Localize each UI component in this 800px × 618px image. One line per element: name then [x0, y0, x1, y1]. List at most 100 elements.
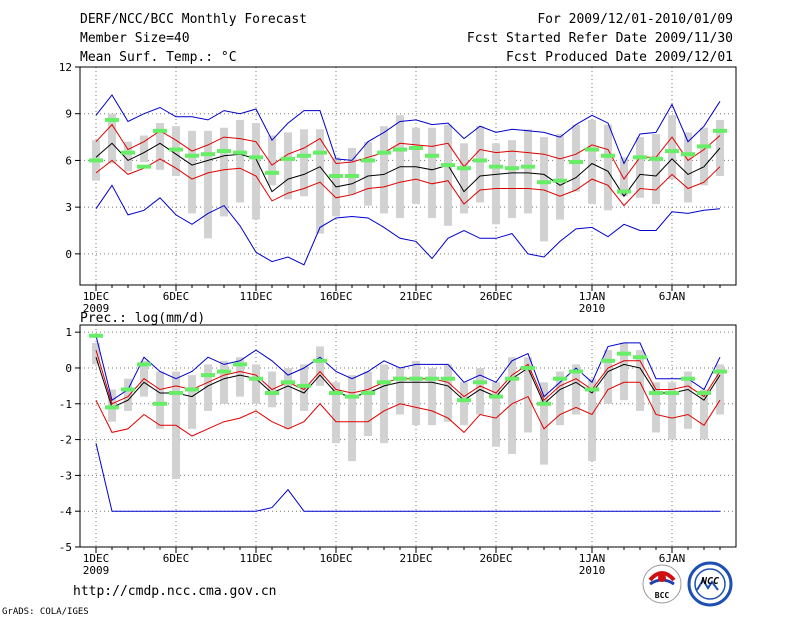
temp-observed-marker	[553, 178, 567, 183]
prec-observed-marker	[553, 376, 567, 381]
temp-box	[476, 126, 484, 203]
temp-observed-marker	[249, 155, 263, 160]
prec-xtick-label: 1JAN	[579, 552, 606, 565]
temp-observed-marker	[169, 147, 183, 152]
temp-observed-marker	[569, 159, 583, 164]
prec-box	[348, 375, 356, 462]
prec-observed-marker	[457, 398, 471, 403]
temp-observed-marker	[217, 149, 231, 154]
prec-observed-marker	[505, 376, 519, 381]
prec-box	[588, 378, 596, 462]
variable-label: Mean Surf. Temp.: °C	[80, 50, 237, 65]
prec-ytick-label: 0	[65, 362, 72, 375]
website-url[interactable]: http://cmdp.ncc.cma.gov.cn	[73, 584, 277, 599]
temp-lower-line	[95, 158, 721, 207]
temp-xtick-label: 6DEC	[163, 290, 190, 303]
prec-observed-marker	[681, 376, 695, 381]
prec-observed-marker	[441, 376, 455, 381]
temp-box	[508, 140, 516, 219]
prec-observed-marker	[713, 369, 727, 374]
temp-observed-marker	[649, 156, 663, 161]
prec-box	[236, 357, 244, 397]
prec-box	[124, 378, 132, 411]
prec-observed-marker	[489, 394, 503, 399]
prec-box	[556, 371, 564, 426]
temp-box	[364, 141, 372, 206]
grads-credit: GrADS: COLA/IGES	[2, 607, 89, 617]
temp-observed-marker	[89, 158, 103, 163]
prec-box	[636, 350, 644, 411]
prec-box	[380, 364, 388, 444]
temp-ytick-label: 0	[65, 248, 72, 261]
temp-observed-marker	[457, 166, 471, 171]
prec-observed-marker	[601, 358, 615, 363]
temp-box	[492, 143, 500, 225]
temp-ytick-label: 9	[65, 108, 72, 121]
prec-box	[540, 382, 548, 465]
temp-box	[556, 133, 564, 220]
prec-mean-line	[95, 357, 721, 409]
ncc-logo-text: NCC	[700, 576, 719, 587]
temp-xtick-label: 1JAN	[579, 290, 606, 303]
temp-box	[348, 147, 356, 195]
temp-ytick-label: 6	[65, 154, 72, 167]
temp-box	[652, 133, 660, 205]
temp-observed-marker	[393, 147, 407, 152]
prec-box	[156, 371, 164, 429]
bcc-logo: BCC	[642, 564, 682, 604]
prec-upper-line	[95, 349, 721, 405]
member-size: Member Size=40	[80, 31, 190, 46]
prec-observed-marker	[281, 380, 295, 385]
prec-frame	[79, 324, 737, 548]
temp-observed-marker	[105, 117, 119, 122]
temp-box	[716, 119, 724, 176]
temp-box	[428, 127, 436, 219]
prec-xtick-label: 6JAN	[659, 552, 686, 565]
prec-observed-marker	[617, 351, 631, 356]
prec-observed-marker	[409, 376, 423, 381]
temp-xtick-label: 26DEC	[479, 290, 512, 303]
temp-observed-marker	[633, 155, 647, 160]
prec-box	[652, 382, 660, 433]
prec-observed-marker	[537, 401, 551, 406]
prec-box	[700, 389, 708, 440]
prec-box	[492, 382, 500, 447]
prec-xtick-label: 11DEC	[239, 552, 272, 565]
temp-observed-marker	[281, 156, 295, 161]
prec-observed-marker	[649, 391, 663, 396]
prec-box	[316, 346, 324, 386]
temp-observed-marker	[601, 153, 615, 158]
temp-observed-marker	[361, 158, 375, 163]
temp-box	[380, 126, 388, 214]
temp-upper-line	[95, 123, 721, 181]
temp-observed-marker	[153, 128, 167, 133]
temp-observed-marker	[665, 149, 679, 154]
temp-max-line	[95, 94, 721, 165]
prec-box	[188, 375, 196, 429]
prec-observed-marker	[297, 383, 311, 388]
temp-observed-marker	[313, 150, 327, 155]
temp-observed-marker	[121, 150, 135, 155]
prec-box	[572, 364, 580, 415]
temp-box	[252, 123, 260, 220]
prec-box	[396, 367, 404, 415]
temp-box	[300, 129, 308, 197]
temp-observed-marker	[537, 180, 551, 185]
prec-box	[604, 350, 612, 404]
temp-xtick-label: 16DEC	[319, 290, 352, 303]
temp-observed-marker	[265, 170, 279, 175]
temp-xtick-year: 2009	[83, 302, 110, 315]
temp-box	[540, 137, 548, 242]
prec-box	[412, 360, 420, 426]
prec-observed-marker	[217, 369, 231, 374]
temp-ytick-label: 3	[65, 201, 72, 214]
temp-box	[284, 132, 292, 200]
temp-box	[636, 137, 644, 198]
temp-observed-marker	[521, 164, 535, 169]
prec-observed-marker	[361, 391, 375, 396]
temp-box	[156, 123, 164, 170]
prec-box	[332, 382, 340, 444]
bcc-logo-text: BCC	[655, 591, 670, 600]
